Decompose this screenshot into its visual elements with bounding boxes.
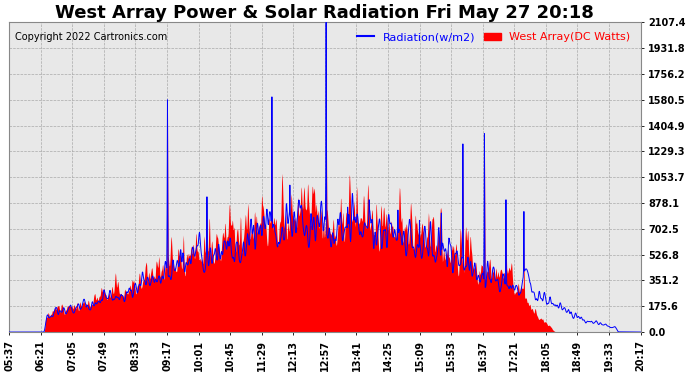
Text: Copyright 2022 Cartronics.com: Copyright 2022 Cartronics.com — [15, 32, 168, 42]
Legend: Radiation(w/m2), West Array(DC Watts): Radiation(w/m2), West Array(DC Watts) — [353, 28, 635, 47]
Title: West Array Power & Solar Radiation Fri May 27 20:18: West Array Power & Solar Radiation Fri M… — [55, 4, 594, 22]
